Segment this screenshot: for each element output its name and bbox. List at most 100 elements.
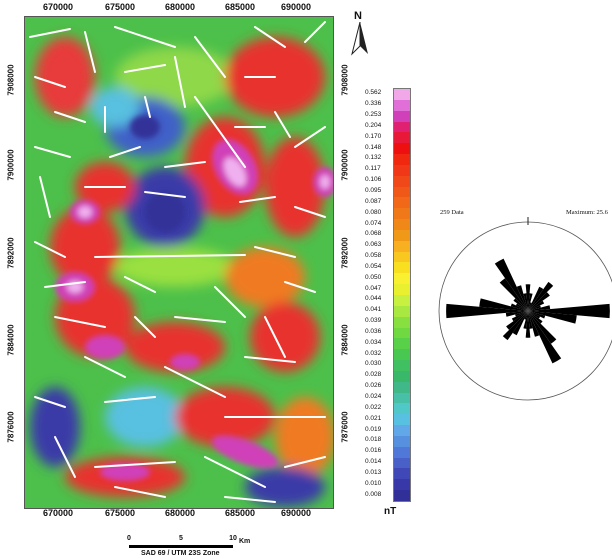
x-tick-label: 690000 bbox=[280, 2, 312, 12]
legend-swatch bbox=[394, 229, 410, 242]
rose-petal bbox=[515, 311, 528, 317]
x-tick-label: 690000 bbox=[280, 508, 312, 518]
legend-swatch bbox=[394, 360, 410, 372]
legend-value: 0.016 bbox=[365, 447, 382, 455]
scale-tick-label: 0 bbox=[127, 535, 131, 542]
legend-value: 0.019 bbox=[365, 425, 382, 433]
legend-unit: nT bbox=[384, 506, 397, 517]
legend-swatch bbox=[394, 295, 410, 307]
rose-petal bbox=[528, 311, 557, 344]
legend-swatch bbox=[394, 219, 410, 231]
north-arrow-icon bbox=[351, 22, 368, 56]
legend-value: 0.047 bbox=[365, 284, 382, 292]
legend-swatch bbox=[394, 316, 410, 328]
legend-swatch bbox=[394, 284, 410, 296]
legend-swatch bbox=[394, 327, 410, 339]
rose-petal bbox=[505, 311, 528, 317]
legend-swatch bbox=[394, 99, 410, 112]
x-tick-label: 675000 bbox=[104, 2, 136, 12]
scale-unit: Km bbox=[239, 538, 251, 545]
y-tick-label: 7884000 bbox=[6, 324, 16, 356]
rose-petal bbox=[528, 286, 544, 311]
scale-tick-label: 10 bbox=[229, 535, 237, 542]
rose-petal bbox=[494, 258, 528, 311]
lineament-lines bbox=[29, 21, 326, 503]
legend-value: 0.117 bbox=[365, 165, 381, 173]
rose-petal bbox=[506, 311, 528, 330]
legend-value: 0.095 bbox=[365, 187, 382, 194]
legend-swatch bbox=[394, 349, 410, 361]
legend-swatch bbox=[394, 381, 410, 394]
legend-swatch bbox=[394, 305, 410, 318]
rose-petal bbox=[528, 311, 543, 324]
legend-value: 0.024 bbox=[365, 393, 382, 400]
legend-swatch bbox=[394, 164, 410, 177]
legend-swatch bbox=[394, 479, 410, 491]
rose-petal bbox=[528, 311, 562, 364]
legend-color-bar bbox=[393, 88, 411, 502]
legend-value: 0.028 bbox=[365, 371, 382, 379]
rose-petal bbox=[528, 311, 546, 319]
legend-value: 0.018 bbox=[365, 436, 382, 444]
legend-labels: 0.562 0.336 0.253 0.204 0.170 0.148 0.132 0.117… bbox=[365, 88, 393, 500]
rose-petal bbox=[525, 311, 531, 338]
rose-petal bbox=[502, 311, 528, 341]
legend-value: 0.253 bbox=[365, 111, 382, 119]
legend-value: 0.022 bbox=[365, 403, 382, 411]
scale-bar-graphic bbox=[129, 545, 233, 548]
y-tick-label: 7876000 bbox=[340, 411, 350, 443]
legend-swatch bbox=[394, 208, 410, 220]
legend-swatch bbox=[394, 414, 410, 426]
rose-petal bbox=[528, 302, 532, 311]
y-tick-label: 7908000 bbox=[340, 64, 350, 96]
y-tick-label: 7900000 bbox=[340, 149, 350, 181]
legend-swatch bbox=[394, 143, 410, 155]
legend-swatch bbox=[394, 132, 410, 144]
legend-value: 0.148 bbox=[365, 143, 382, 151]
legend-swatch bbox=[394, 446, 410, 459]
legend-value: 0.204 bbox=[365, 121, 382, 129]
legend-swatch bbox=[394, 403, 410, 415]
rose-petal bbox=[528, 305, 551, 311]
legend-swatch bbox=[394, 154, 410, 166]
legend-swatch bbox=[394, 251, 410, 263]
rose-petal bbox=[510, 303, 528, 311]
rose-petal bbox=[528, 305, 541, 311]
legend-value: 0.026 bbox=[365, 382, 382, 390]
legend-swatch bbox=[394, 240, 410, 253]
scale-bar: 0 5 10 Km SAD 69 / UTM 23S Zone bbox=[115, 535, 265, 559]
legend-value: 0.010 bbox=[365, 479, 382, 487]
legend-swatch bbox=[394, 435, 410, 448]
legend-value: 0.044 bbox=[365, 295, 382, 303]
legend-swatch bbox=[394, 89, 410, 101]
legend-value: 0.562 bbox=[365, 89, 382, 97]
y-tick-label: 7900000 bbox=[6, 149, 16, 181]
legend-value: 0.054 bbox=[365, 262, 382, 270]
legend-value: 0.132 bbox=[365, 154, 382, 162]
x-tick-label: 670000 bbox=[42, 2, 74, 12]
legend-value: 0.336 bbox=[365, 100, 382, 108]
map-raster bbox=[25, 17, 333, 508]
legend-swatch bbox=[394, 370, 410, 383]
legend-value: 0.021 bbox=[365, 414, 382, 422]
legend-value: 0.013 bbox=[365, 468, 382, 476]
north-arrow: N bbox=[350, 10, 370, 56]
rose-petal bbox=[528, 311, 533, 329]
rose-petal bbox=[523, 311, 528, 329]
legend-value: 0.068 bbox=[365, 230, 382, 238]
legend-swatch bbox=[394, 175, 410, 188]
legend-swatch bbox=[394, 425, 410, 437]
legend-value: 0.074 bbox=[365, 219, 382, 227]
legend-value: 0.030 bbox=[365, 360, 382, 368]
rose-petal bbox=[513, 298, 528, 311]
y-tick-label: 7892000 bbox=[340, 237, 350, 269]
legend-swatch bbox=[394, 490, 410, 502]
legend-value: 0.058 bbox=[365, 252, 382, 260]
rose-petal bbox=[479, 298, 528, 311]
rose-petal bbox=[528, 292, 550, 311]
north-label: N bbox=[354, 10, 362, 22]
magnetic-anomaly-map[interactable] bbox=[24, 16, 334, 509]
legend-value: 0.050 bbox=[365, 273, 382, 281]
rose-petal bbox=[511, 311, 528, 322]
rose-diagram: 259 Data Maximum: 25.6 bbox=[430, 195, 612, 415]
